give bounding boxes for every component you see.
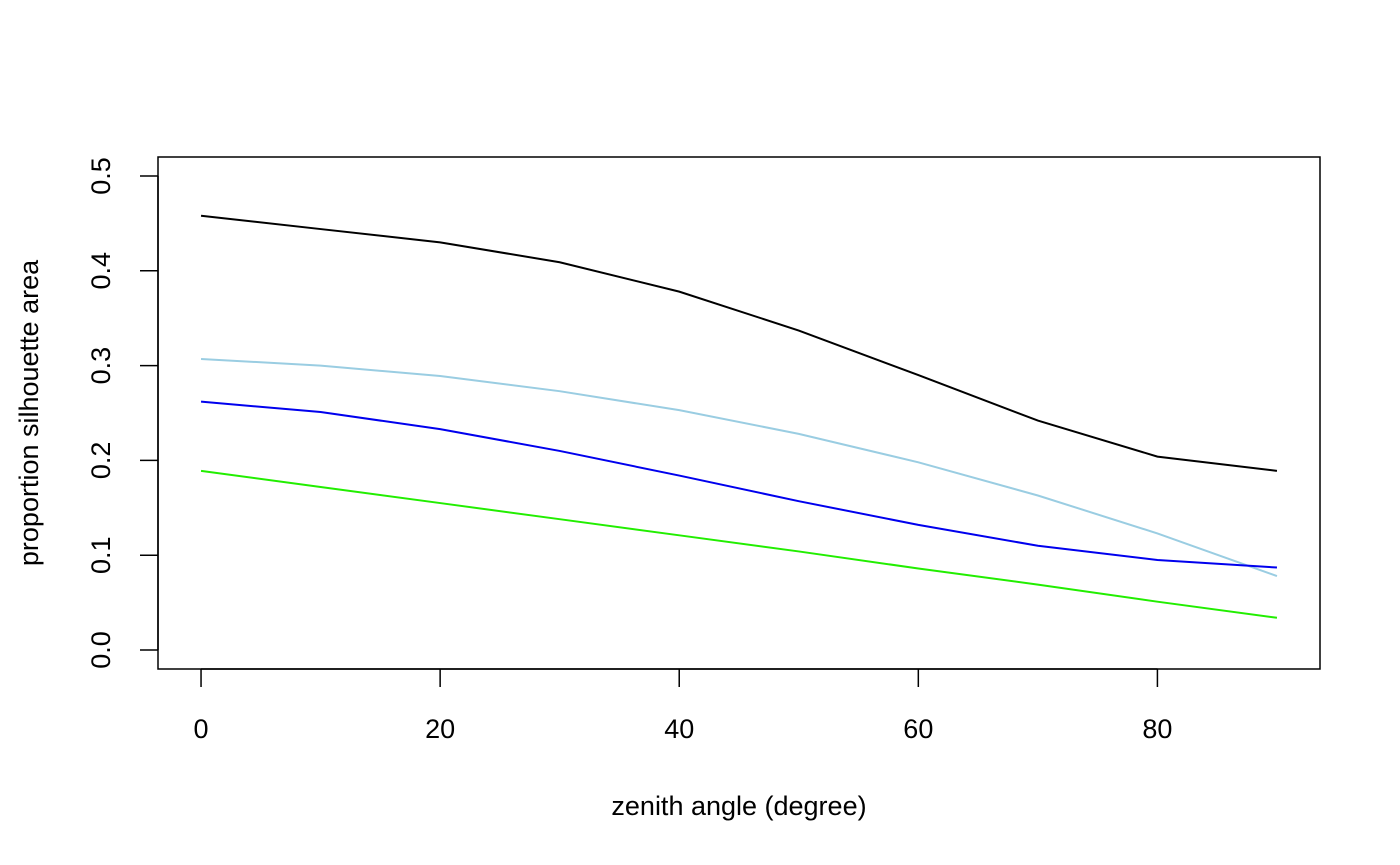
y-tick-label: 0.5 (86, 157, 116, 195)
x-tick-label: 20 (425, 714, 455, 744)
y-axis-title: proportion silhouette area (14, 259, 44, 566)
series-line-4 (200, 469, 1278, 619)
series-layer (200, 214, 1278, 619)
y-tick-label: 0.0 (86, 631, 116, 669)
x-tick-label: 0 (194, 714, 209, 744)
y-tick-label: 0.2 (86, 442, 116, 480)
x-tick-label: 60 (903, 714, 933, 744)
y-tick-label: 0.4 (86, 252, 116, 290)
y-tick-label: 0.1 (86, 536, 116, 574)
x-axis: 0 20 40 60 80 (194, 668, 1172, 744)
y-tick-label: 0.3 (86, 347, 116, 385)
series-line-2 (200, 357, 1278, 578)
series-line-1 (200, 214, 1278, 472)
series-line-3 (200, 400, 1278, 569)
x-axis-title: zenith angle (degree) (611, 791, 866, 821)
y-axis: 0.0 0.1 0.2 0.3 0.4 0.5 (86, 157, 159, 669)
x-tick-label: 80 (1142, 714, 1172, 744)
x-tick-label: 40 (664, 714, 694, 744)
